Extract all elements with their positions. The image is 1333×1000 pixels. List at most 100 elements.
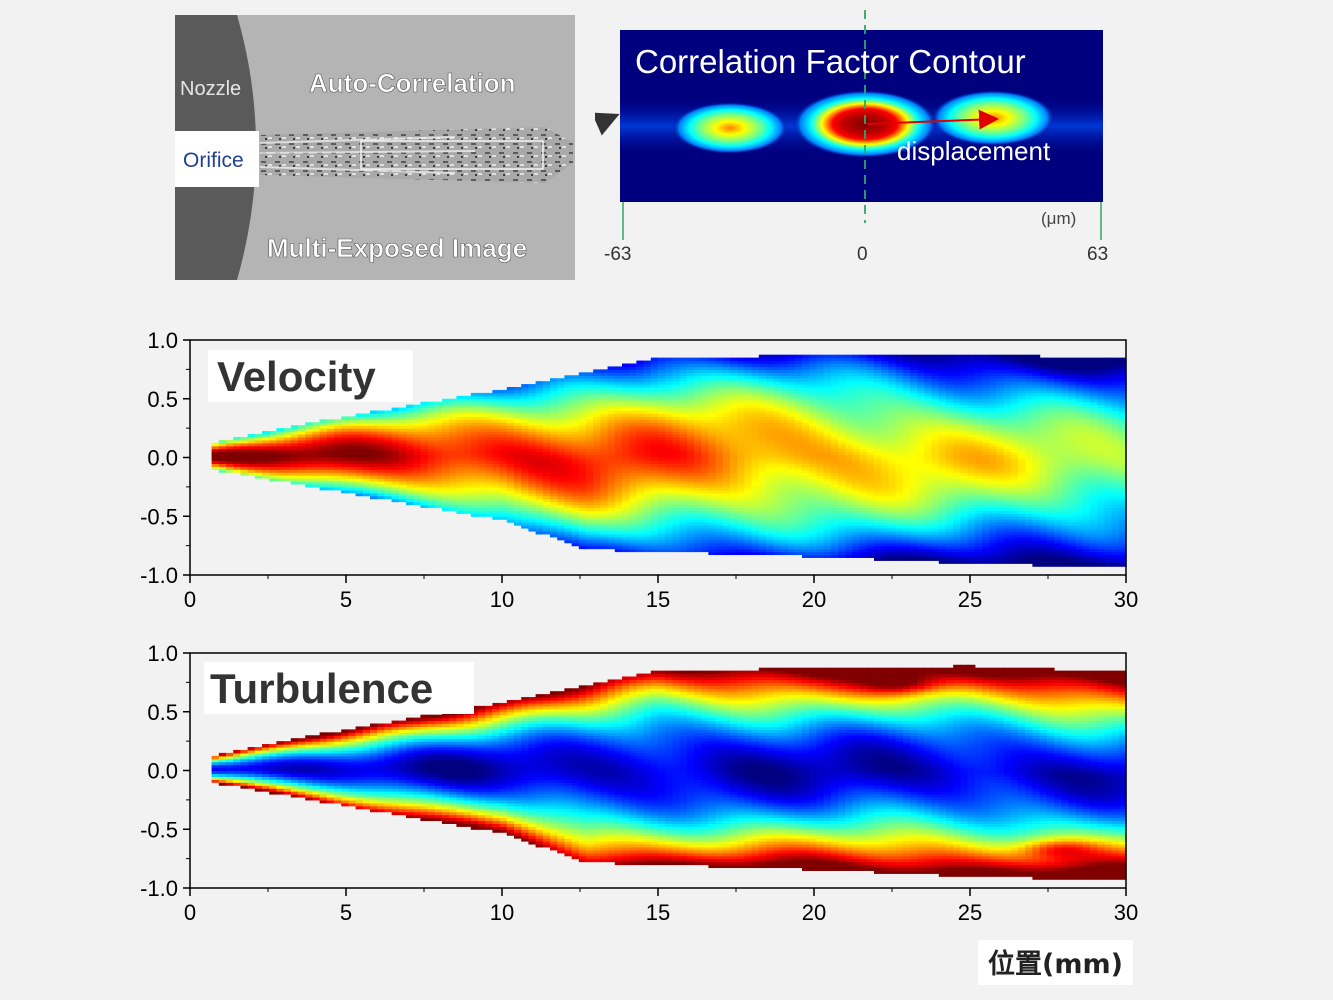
- heatmap-cell: [449, 495, 457, 500]
- heatmap-cell: [218, 442, 227, 447]
- heatmap-cell: [485, 401, 493, 406]
- heatmap-cell: [449, 492, 457, 497]
- heatmap-cell: [838, 404, 846, 409]
- heatmap-cell: [874, 384, 882, 388]
- heatmap-cell: [514, 410, 522, 415]
- heatmap-cell: [514, 431, 522, 435]
- heatmap-cell: [571, 378, 580, 382]
- heatmap-cell: [528, 413, 537, 417]
- heatmap-cell: [708, 454, 717, 459]
- heatmap-cell: [730, 416, 738, 420]
- heatmap-cell: [686, 483, 695, 488]
- heatmap-cell: [650, 495, 659, 500]
- heatmap-cell: [838, 392, 846, 397]
- heatmap-cell: [672, 401, 681, 406]
- heatmap-cell: [571, 419, 580, 423]
- heatmap-cell: [283, 463, 292, 467]
- heatmap-cell: [809, 360, 817, 365]
- heatmap-cell: [593, 504, 601, 509]
- heatmap-cell: [881, 519, 889, 523]
- heatmap-cell: [802, 407, 810, 412]
- heatmap-cell: [578, 387, 587, 391]
- heatmap-cell: [456, 434, 465, 438]
- heatmap-cell: [809, 469, 817, 473]
- heatmap-cell: [528, 392, 537, 397]
- heatmap-cell: [672, 369, 681, 373]
- heatmap-cell: [823, 469, 832, 473]
- heatmap-cell: [917, 492, 925, 497]
- heatmap-cell: [758, 536, 767, 541]
- heatmap-cell: [427, 434, 436, 438]
- heatmap-cell: [852, 434, 861, 438]
- heatmap-cell: [370, 457, 378, 462]
- heatmap-cell: [730, 375, 738, 379]
- heatmap-cell: [341, 457, 349, 462]
- heatmap-cell: [701, 528, 709, 532]
- heatmap-cell: [895, 384, 904, 388]
- heatmap-cell: [542, 522, 551, 526]
- heatmap-cell: [722, 436, 731, 441]
- heatmap-cell: [614, 389, 623, 394]
- heatmap-cell: [542, 442, 551, 447]
- heatmap-cell: [694, 375, 702, 379]
- heatmap-cell: [521, 454, 529, 459]
- heatmap-cell: [679, 363, 688, 368]
- heatmap-cell: [586, 378, 594, 382]
- heatmap-cell: [924, 528, 933, 532]
- heatmap-cell: [686, 419, 695, 423]
- heatmap-cell: [672, 422, 681, 426]
- heatmap-cell: [902, 539, 911, 544]
- heatmap-cell: [744, 401, 753, 406]
- heatmap-cell: [528, 389, 537, 394]
- heatmap-cell: [514, 507, 522, 511]
- heatmap-cell: [809, 389, 817, 394]
- heatmap-cell: [874, 551, 882, 556]
- heatmap-cell: [874, 416, 882, 420]
- heatmap-cell: [614, 381, 623, 385]
- heatmap-cell: [586, 407, 594, 412]
- heatmap-cell: [434, 436, 443, 441]
- heatmap-cell: [463, 439, 472, 444]
- heatmap-cell: [917, 475, 925, 479]
- heatmap-cell: [730, 530, 738, 535]
- heatmap-cell: [499, 472, 508, 476]
- heatmap-cell: [658, 363, 666, 368]
- heatmap-cell: [924, 389, 933, 394]
- heatmap-cell: [794, 436, 803, 441]
- heatmap-cell: [874, 548, 882, 553]
- heatmap-cell: [686, 525, 695, 529]
- heatmap-cell: [470, 422, 479, 426]
- heatmap-cell: [931, 410, 940, 415]
- heatmap-cell: [686, 463, 695, 467]
- heatmap-cell: [715, 445, 724, 450]
- heatmap-cell: [758, 475, 767, 479]
- heatmap-cell: [650, 545, 659, 550]
- heatmap-cell: [766, 413, 774, 417]
- heatmap-cell: [931, 542, 940, 547]
- heatmap-cell: [874, 478, 882, 482]
- heatmap-cell: [780, 519, 789, 523]
- heatmap-cell: [629, 510, 637, 514]
- heatmap-cell: [888, 533, 897, 538]
- heatmap-cell: [427, 448, 436, 453]
- heatmap-cell: [679, 525, 688, 529]
- heatmap-cell: [859, 431, 868, 435]
- heatmap-cell: [499, 404, 508, 409]
- heatmap-cell: [830, 401, 839, 406]
- heatmap-cell: [571, 398, 580, 403]
- heatmap-cell: [708, 416, 717, 420]
- heatmap-cell: [557, 439, 565, 444]
- heatmap-cell: [607, 422, 616, 426]
- heatmap-cell: [665, 469, 673, 473]
- heatmap-cell: [528, 507, 537, 511]
- heatmap-cell: [852, 372, 861, 376]
- heatmap-cell: [355, 416, 364, 420]
- heatmap-cell: [672, 481, 681, 485]
- heatmap-cell: [686, 516, 695, 520]
- heatmap-cell: [218, 457, 227, 462]
- heatmap-cell: [449, 416, 457, 420]
- heatmap-cell: [535, 501, 544, 506]
- heatmap-cell: [866, 530, 875, 535]
- heatmap-cell: [866, 357, 875, 362]
- heatmap-cell: [233, 460, 241, 464]
